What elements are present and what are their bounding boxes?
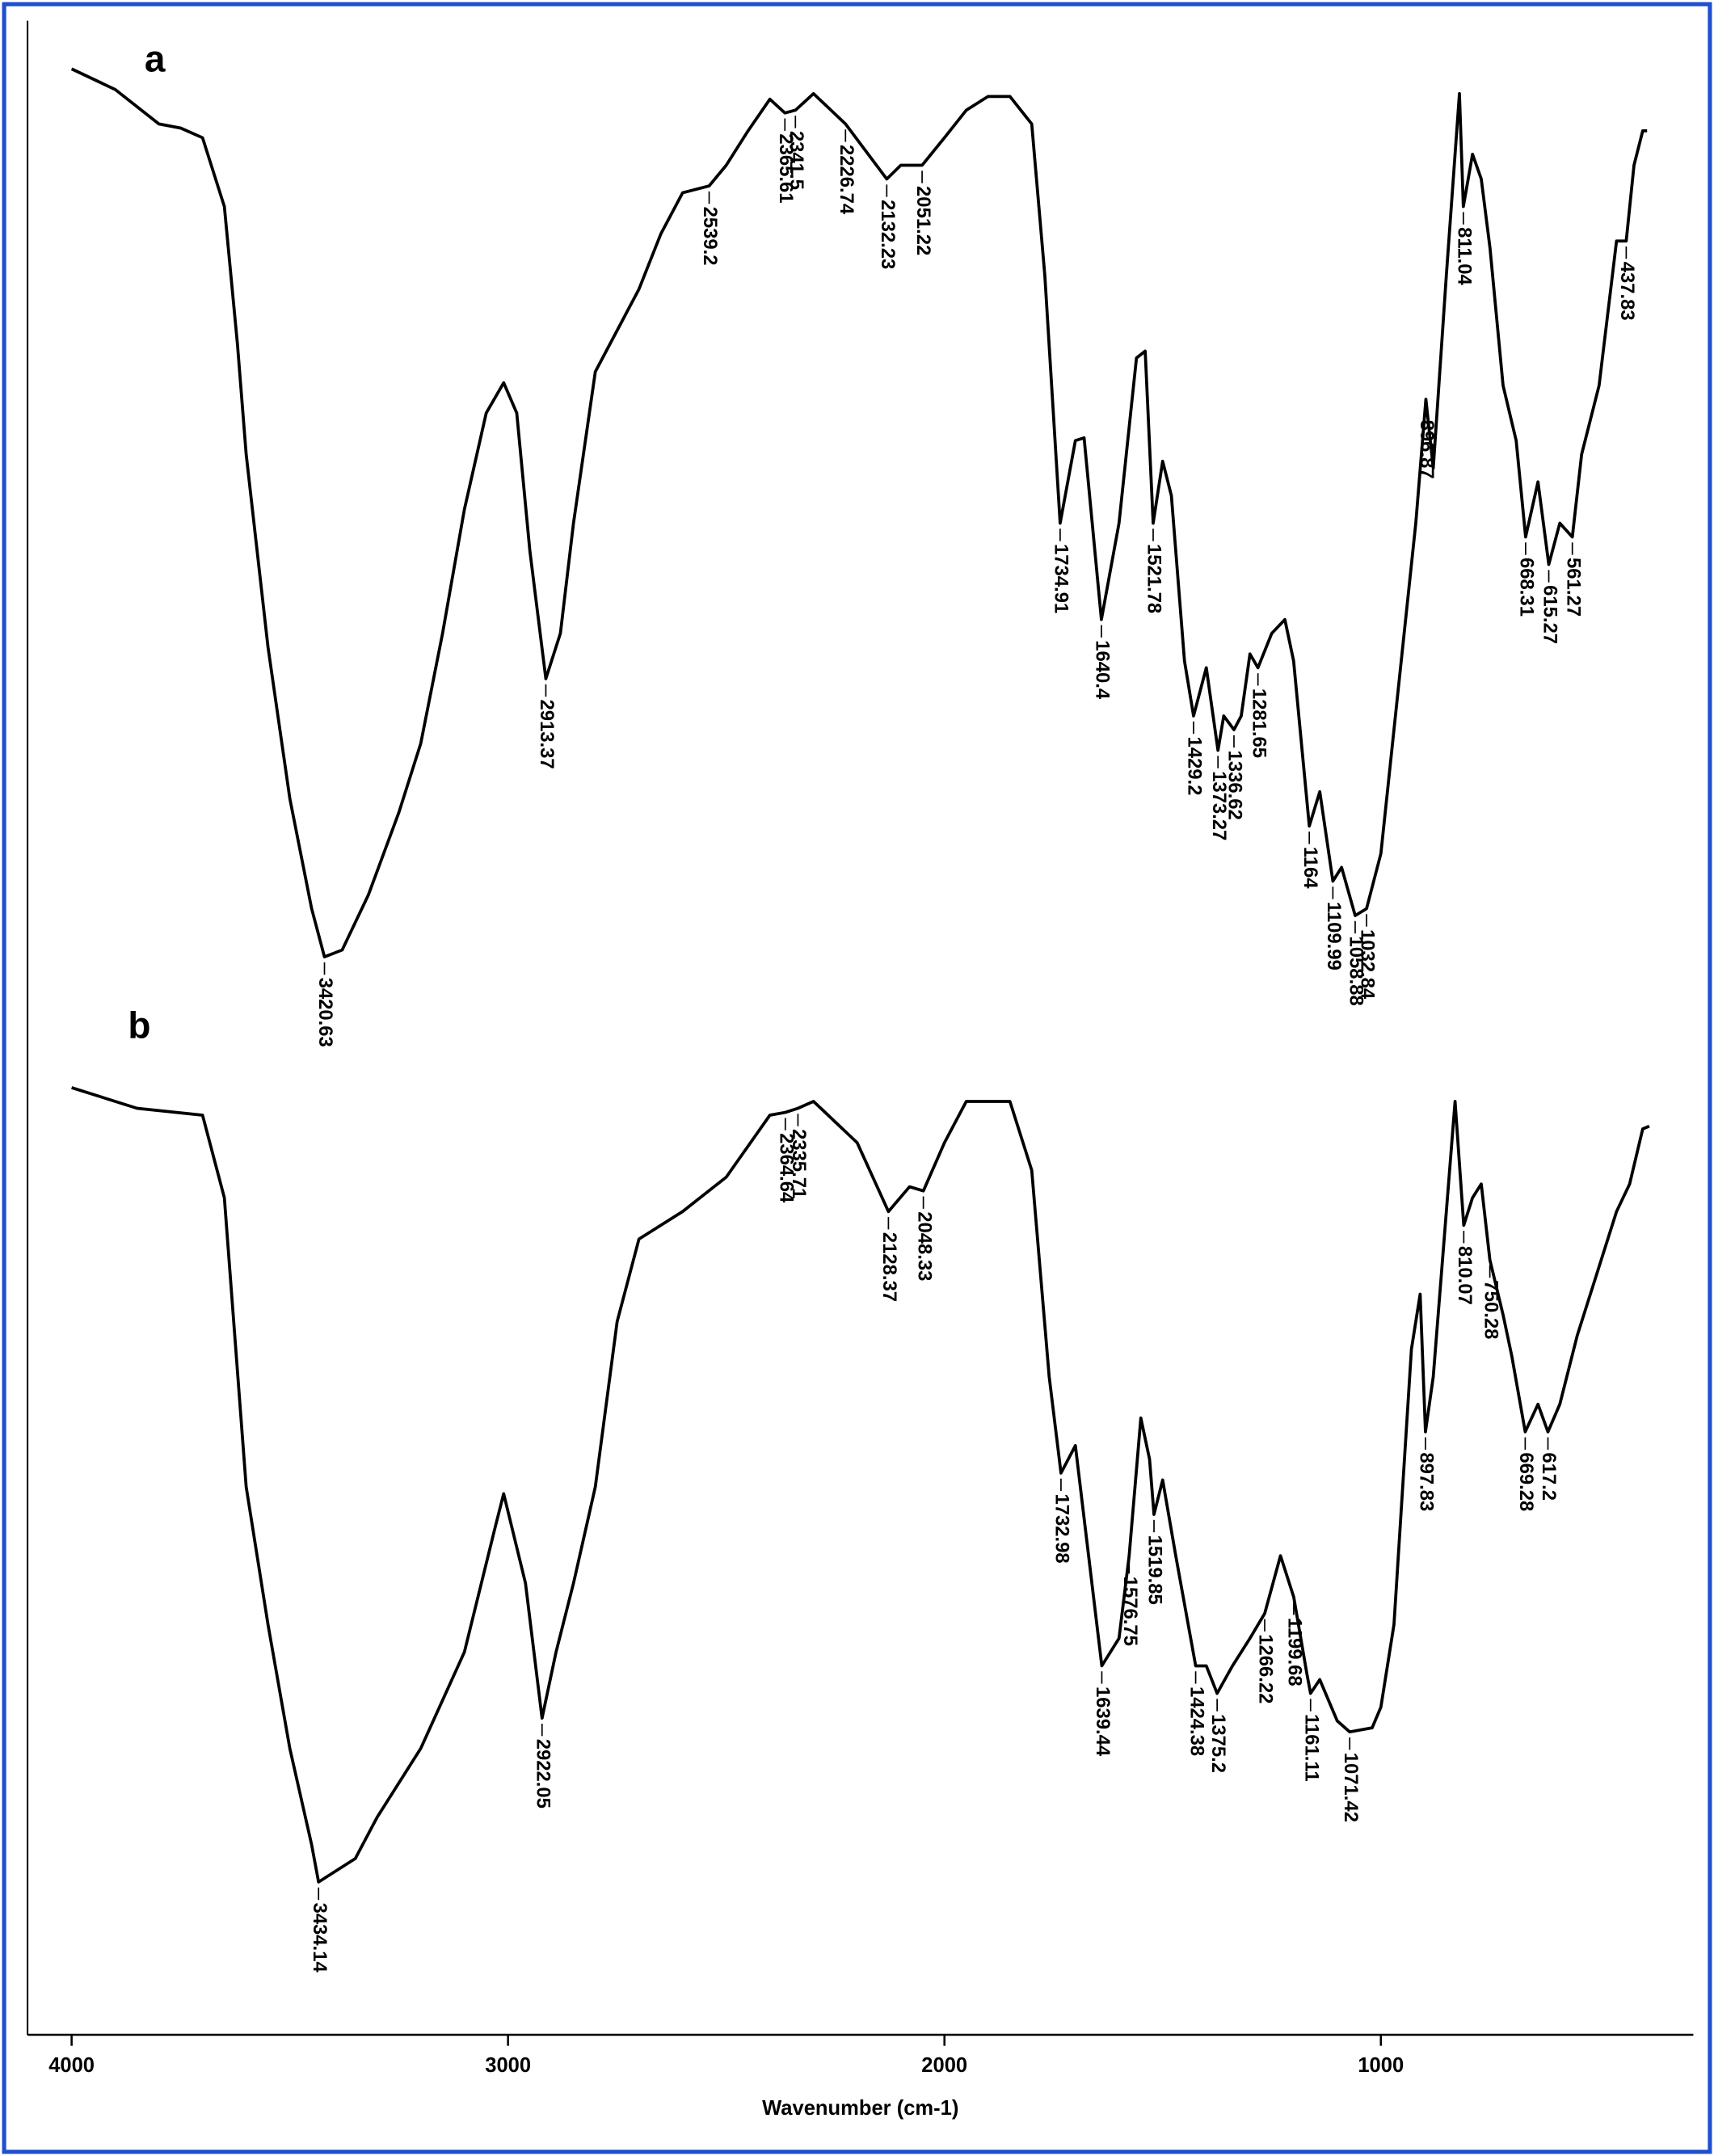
peak-label: 1199.68 xyxy=(1284,1618,1306,1686)
peak-label: 2539.2 xyxy=(699,207,721,266)
x-tick-label: 3000 xyxy=(485,2054,531,2077)
peak-label: 1281.65 xyxy=(1248,688,1270,758)
peak-label: 561.27 xyxy=(1562,558,1584,617)
peak-label: 2048.33 xyxy=(913,1211,935,1281)
peak-label: 2922.05 xyxy=(532,1739,554,1809)
peak-label: 811.04 xyxy=(1454,227,1476,285)
peak-label: 810.07 xyxy=(1454,1246,1476,1305)
peak-label: 437.83 xyxy=(1616,262,1638,321)
peak-label: 2341.5 xyxy=(785,131,807,190)
peak-label: 668.31 xyxy=(1516,558,1538,617)
x-tick-label: 1000 xyxy=(1358,2054,1404,2077)
peak-label: 669.28 xyxy=(1515,1452,1537,1511)
x-tick-label: 2000 xyxy=(921,2054,967,2077)
peak-label: 1266.22 xyxy=(1255,1634,1277,1703)
peak-label: 1071.42 xyxy=(1340,1753,1362,1822)
peak-label: 1109.99 xyxy=(1323,902,1345,971)
peak-label: 1732.98 xyxy=(1051,1493,1073,1563)
peak-label: 1576.75 xyxy=(1119,1577,1141,1646)
peak-label: 1640.4 xyxy=(1092,640,1114,700)
peak-label: 2364.64 xyxy=(775,1133,797,1203)
peak-label: 896.87 xyxy=(1416,420,1438,479)
peak-label: 1424.38 xyxy=(1185,1686,1207,1756)
peak-label: 1058.88 xyxy=(1346,937,1367,1006)
peak-label: 1639.44 xyxy=(1092,1686,1114,1757)
panel-label: a xyxy=(145,38,166,80)
peak-label: 3434.14 xyxy=(309,1902,331,1973)
peak-label: 1375.2 xyxy=(1207,1714,1229,1773)
spectrum-line xyxy=(71,1086,1650,1884)
peak-label: 2335.71 xyxy=(788,1129,810,1198)
peak-label: 2913.37 xyxy=(536,700,558,769)
peak-label: 3420.63 xyxy=(314,978,336,1047)
peak-label: 1373.27 xyxy=(1208,771,1230,840)
peak-label: 1032.84 xyxy=(1357,929,1379,1000)
x-axis-title: Wavenumber (cm-1) xyxy=(762,2097,958,2120)
x-tick-label: 4000 xyxy=(48,2054,95,2077)
peak-label: 615.27 xyxy=(1539,585,1560,644)
peak-label: 2051.22 xyxy=(912,186,934,255)
peak-label: 617.2 xyxy=(1538,1452,1560,1501)
peak-label: 1161.11 xyxy=(1300,1714,1322,1782)
peak-label: 1164 xyxy=(1299,847,1321,889)
panel-label: b xyxy=(128,1004,150,1046)
peak-label: 2128.37 xyxy=(878,1232,900,1302)
peak-label: 1734.91 xyxy=(1051,544,1072,613)
peak-label: 1429.2 xyxy=(1184,737,1206,796)
peak-label: 1519.85 xyxy=(1144,1535,1166,1605)
peak-label: 1336.62 xyxy=(1224,751,1246,820)
peak-label: 897.83 xyxy=(1416,1452,1438,1511)
peak-label: 2365.61 xyxy=(775,133,797,203)
spectrum-line xyxy=(70,67,1648,958)
peak-label: 750.28 xyxy=(1480,1280,1501,1339)
peak-label: 2132.23 xyxy=(877,200,899,269)
peak-label: 1521.78 xyxy=(1143,544,1165,613)
peak-label: 2226.74 xyxy=(836,145,857,215)
